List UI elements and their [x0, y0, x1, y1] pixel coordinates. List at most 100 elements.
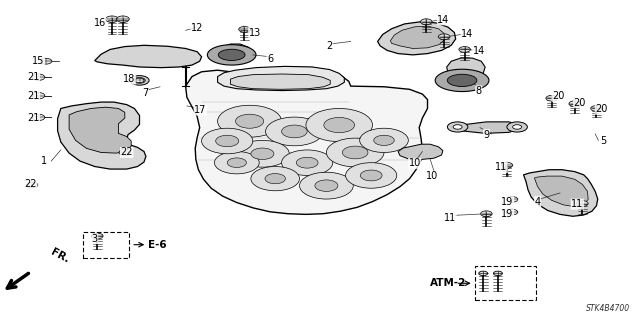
Bar: [83, 232, 129, 258]
Circle shape: [570, 101, 579, 106]
Text: 12: 12: [191, 23, 204, 33]
Circle shape: [306, 108, 372, 142]
Circle shape: [32, 93, 45, 99]
Circle shape: [591, 106, 602, 111]
Text: 20: 20: [595, 104, 608, 114]
Polygon shape: [378, 22, 456, 55]
Circle shape: [240, 27, 249, 32]
Text: 4: 4: [534, 197, 541, 207]
Text: 21: 21: [27, 72, 40, 82]
Text: 8: 8: [476, 86, 482, 96]
Circle shape: [453, 125, 462, 129]
Circle shape: [108, 18, 116, 22]
Text: E-6: E-6: [148, 240, 167, 250]
Circle shape: [479, 271, 488, 276]
Text: 11: 11: [444, 212, 456, 223]
Polygon shape: [390, 26, 445, 48]
Circle shape: [440, 34, 449, 39]
Circle shape: [578, 201, 587, 206]
Text: 17: 17: [194, 105, 207, 115]
Circle shape: [592, 106, 601, 111]
Circle shape: [251, 167, 300, 191]
Polygon shape: [451, 122, 520, 133]
Circle shape: [130, 76, 149, 85]
Circle shape: [40, 58, 52, 64]
Circle shape: [346, 163, 397, 188]
Text: 21: 21: [27, 91, 40, 101]
Circle shape: [32, 74, 45, 80]
Circle shape: [420, 19, 432, 25]
Text: 14: 14: [472, 46, 485, 56]
Text: 6: 6: [267, 54, 273, 64]
Circle shape: [493, 271, 502, 276]
Text: 10: 10: [426, 171, 438, 181]
Circle shape: [342, 146, 368, 159]
Circle shape: [501, 162, 513, 168]
Circle shape: [481, 211, 492, 217]
Circle shape: [92, 233, 103, 239]
Ellipse shape: [435, 69, 489, 92]
Text: 5: 5: [600, 136, 606, 146]
Ellipse shape: [207, 45, 256, 65]
Circle shape: [447, 122, 468, 132]
Polygon shape: [69, 107, 131, 153]
Circle shape: [266, 117, 323, 146]
Circle shape: [547, 96, 556, 100]
Circle shape: [282, 150, 333, 175]
Circle shape: [282, 125, 307, 138]
Circle shape: [118, 18, 127, 22]
Text: 15: 15: [32, 56, 45, 66]
Polygon shape: [218, 66, 344, 91]
Text: 9: 9: [483, 130, 490, 140]
Polygon shape: [447, 58, 485, 78]
Text: 19: 19: [501, 209, 514, 219]
Circle shape: [218, 105, 282, 137]
Text: 22: 22: [24, 179, 37, 189]
Circle shape: [506, 209, 518, 215]
Circle shape: [513, 125, 522, 129]
Circle shape: [227, 158, 246, 167]
Text: FR.: FR.: [49, 247, 70, 265]
Text: 20: 20: [573, 98, 586, 108]
Circle shape: [26, 182, 38, 188]
Ellipse shape: [447, 74, 477, 86]
Text: 20: 20: [552, 91, 564, 101]
Ellipse shape: [218, 49, 245, 61]
Circle shape: [202, 128, 253, 154]
Circle shape: [569, 101, 580, 107]
Circle shape: [326, 138, 384, 167]
Text: 2: 2: [326, 41, 333, 51]
Circle shape: [236, 114, 264, 128]
Text: 7: 7: [142, 87, 148, 98]
Polygon shape: [524, 170, 598, 216]
Circle shape: [116, 16, 129, 22]
Text: 3: 3: [92, 234, 98, 244]
Polygon shape: [216, 44, 253, 64]
Circle shape: [315, 180, 338, 191]
Text: 14: 14: [437, 15, 450, 25]
Polygon shape: [230, 74, 330, 89]
Polygon shape: [534, 176, 588, 207]
Circle shape: [134, 78, 145, 83]
Circle shape: [239, 26, 250, 32]
Circle shape: [507, 122, 527, 132]
Polygon shape: [58, 102, 146, 169]
Text: 11: 11: [571, 199, 584, 209]
Circle shape: [577, 201, 588, 206]
Circle shape: [460, 47, 469, 52]
Circle shape: [32, 114, 45, 121]
Circle shape: [422, 19, 431, 24]
Text: 22: 22: [120, 147, 133, 158]
Circle shape: [300, 172, 353, 199]
Circle shape: [135, 78, 144, 83]
Text: 13: 13: [248, 27, 261, 38]
Polygon shape: [398, 144, 443, 160]
Circle shape: [438, 34, 450, 40]
Circle shape: [93, 234, 102, 238]
Circle shape: [214, 152, 259, 174]
Bar: [475, 266, 536, 300]
Text: 1: 1: [40, 156, 47, 166]
Circle shape: [459, 47, 470, 52]
Circle shape: [216, 135, 239, 147]
Text: 18: 18: [123, 74, 136, 84]
